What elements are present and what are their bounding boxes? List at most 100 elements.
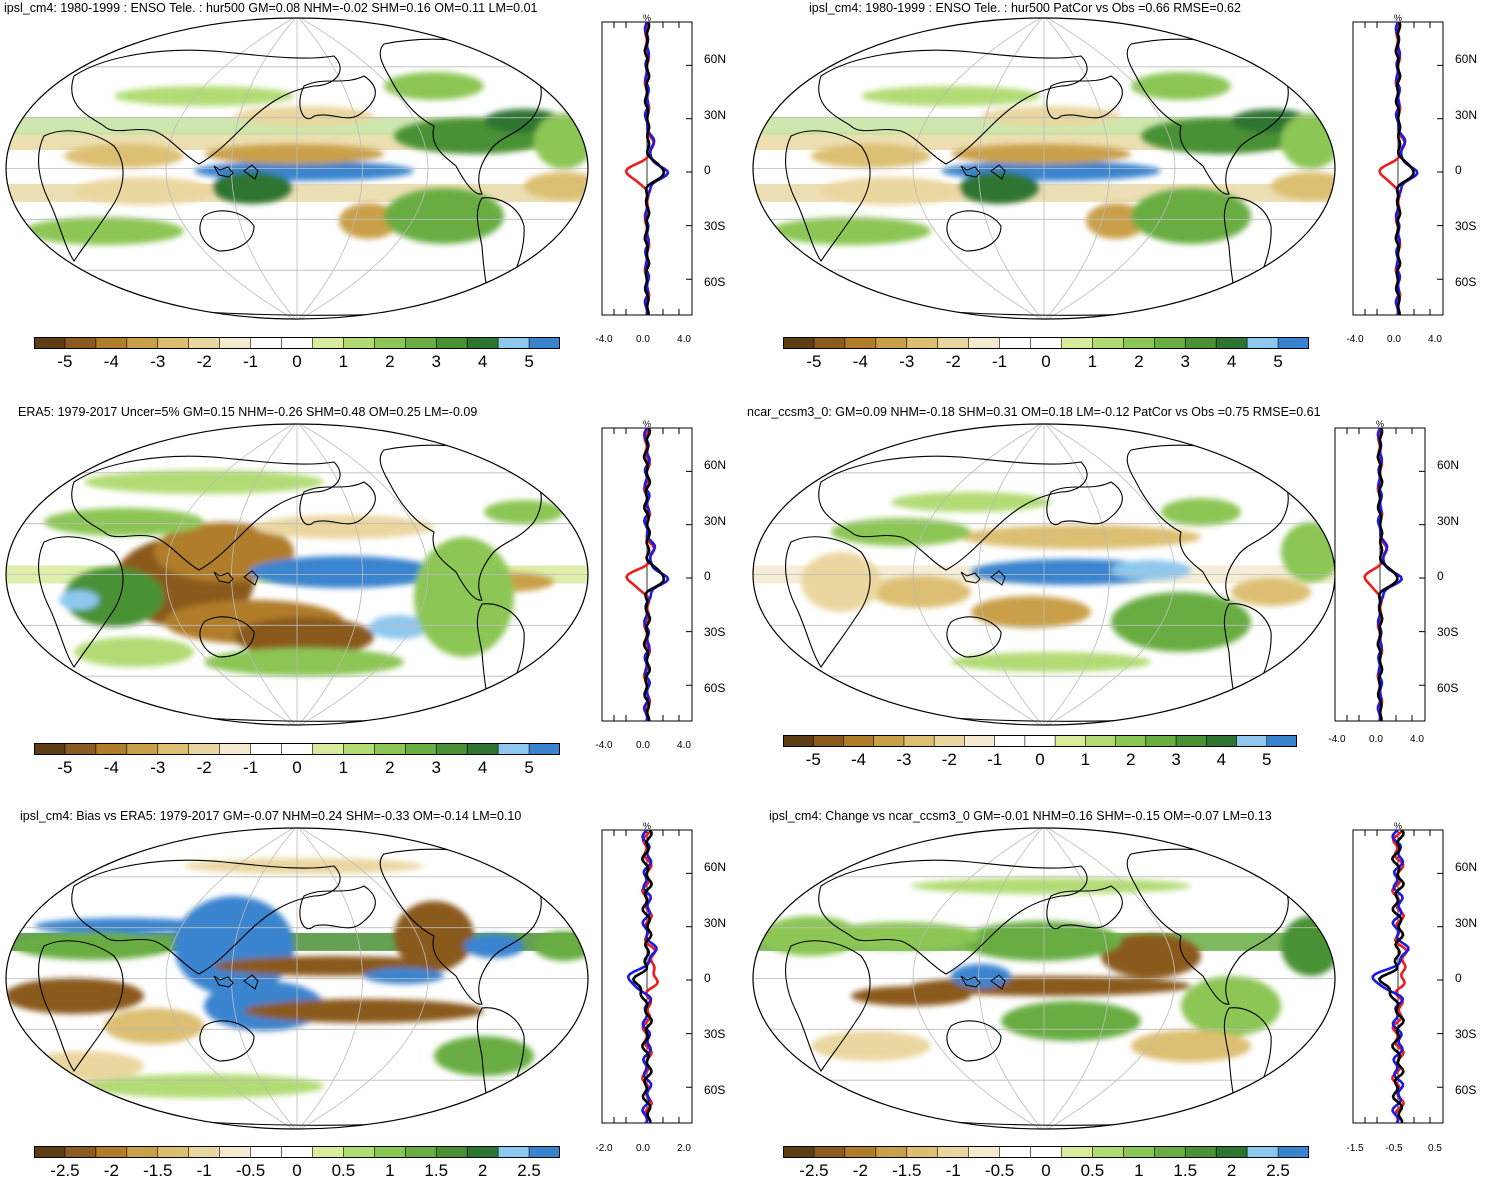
latitude-label: 30S — [1455, 1026, 1477, 1041]
anomaly-region — [961, 921, 1121, 961]
colorbar-swatch — [95, 337, 128, 349]
anomaly-region — [951, 964, 1011, 988]
coastline — [243, 974, 259, 990]
colorbar-swatch — [875, 337, 908, 349]
colorbar-swatch — [64, 337, 97, 349]
graticule-lon — [296, 18, 429, 319]
profile-unit: % — [1376, 420, 1384, 429]
colorbar-label: 0 — [292, 758, 302, 777]
profile-x-tick: 4.0 — [677, 740, 691, 751]
colorbar-swatch — [1123, 1146, 1155, 1158]
colorbar-label: -2 — [103, 1161, 119, 1180]
colorbar-swatch — [34, 1146, 66, 1158]
colorbar-swatch — [813, 337, 846, 349]
colorbar-swatch — [312, 1146, 344, 1158]
colorbar-swatch — [405, 1146, 437, 1158]
colorbar-swatch — [783, 337, 815, 349]
colorbar-labels: -5 -4 -3 -2 -1 0 1 2 3 4 5 — [34, 758, 560, 780]
coastline — [199, 616, 255, 658]
coastline — [818, 455, 1088, 571]
colorbar-label: -1 — [243, 758, 259, 777]
colorbar-swatch — [188, 743, 220, 755]
anomaly-region — [771, 217, 931, 245]
colorbar-swatch — [157, 1146, 190, 1158]
colorbar-label: 0 — [292, 1161, 302, 1180]
anomaly-region — [1086, 203, 1146, 239]
anomaly-region — [234, 617, 374, 657]
map-outline — [752, 827, 1336, 1130]
latitude-label: 60S — [1455, 274, 1477, 289]
profile-x-tick: -4.0 — [1328, 734, 1346, 745]
world-map — [752, 423, 1336, 726]
colorbar — [783, 337, 1309, 349]
colorbar-swatch — [783, 735, 814, 747]
colorbar-swatch — [374, 1146, 406, 1158]
anomaly-region — [851, 986, 971, 1006]
colorbar-swatch — [1206, 735, 1237, 747]
colorbar-label: 1.5 — [424, 1161, 449, 1180]
zonal-mean-profile: % — [601, 420, 693, 722]
colorbar — [783, 1146, 1309, 1158]
colorbar-label: 5 — [524, 352, 534, 371]
colorbar-label: 3 — [1171, 750, 1181, 769]
profile-unit: % — [1394, 14, 1402, 23]
coastline — [243, 164, 259, 180]
panel-title: ipsl_cm4: 1980-1999 : ENSO Tele. : hur50… — [809, 1, 1241, 15]
colorbar-swatch — [1092, 1146, 1124, 1158]
profile-x-ticks: -1.5 -0.5 0.5 — [1343, 1143, 1453, 1157]
anomaly-region — [971, 596, 1091, 628]
colorbar-swatch — [906, 337, 939, 349]
coastline — [38, 940, 124, 1072]
colorbar-swatch — [498, 337, 530, 349]
colorbar-swatch — [813, 735, 844, 747]
colorbar-label: -4 — [103, 352, 119, 371]
world-map — [752, 17, 1336, 320]
colorbar-swatch — [95, 743, 128, 755]
coastline — [38, 536, 124, 668]
colorbar-swatch — [95, 1146, 128, 1158]
colorbar-swatch — [64, 1146, 97, 1158]
colorbar-swatch — [964, 735, 995, 747]
anomaly-region — [1161, 498, 1241, 526]
latitude-label: 60S — [1437, 680, 1459, 695]
coastline — [71, 455, 341, 571]
colorbar-swatch — [994, 735, 1026, 747]
latitude-label: 60N — [1437, 458, 1460, 473]
colorbar-swatch — [34, 337, 66, 349]
anomaly-region — [464, 934, 524, 958]
colorbar-label: -2 — [945, 352, 961, 371]
colorbar-label: -4 — [103, 758, 119, 777]
latitude-label: 60N — [704, 458, 727, 473]
profile-unit: % — [643, 420, 651, 429]
colorbar-swatch — [436, 337, 468, 349]
colorbar-label: 1 — [338, 352, 349, 371]
latitude-label: 60N — [1455, 860, 1478, 875]
latitude-labels: 60N 30N 0 30S 60S — [704, 14, 740, 319]
colorbar-swatch — [937, 337, 969, 349]
colorbar-swatch — [843, 735, 875, 747]
anomaly-region — [24, 217, 184, 245]
colorbar-swatch — [312, 337, 344, 349]
panel-title: ipsl_cm4: Bias vs ERA5: 1979-2017 GM=-0.… — [20, 809, 522, 823]
anomaly-region — [254, 515, 434, 539]
zonal-mean-profile: % — [601, 822, 693, 1124]
panel-bias: ipsl_cm4: Bias vs ERA5: 1979-2017 GM=-0.… — [0, 806, 740, 1181]
colorbar-label: 2 — [477, 1161, 488, 1180]
anomaly-region — [369, 615, 429, 639]
zonal-mean-profile: % — [1352, 822, 1444, 1124]
colorbar-swatch — [281, 743, 313, 755]
colorbar-swatch — [157, 743, 190, 755]
colorbar-label: 0 — [1041, 352, 1051, 371]
colorbar-swatch — [968, 337, 1000, 349]
map-outline — [5, 827, 589, 1130]
colorbar-label: 0.5 — [331, 1161, 356, 1180]
colorbar-swatch — [1185, 337, 1217, 349]
colorbar-swatch — [436, 743, 468, 755]
anomaly-region — [364, 968, 444, 984]
profile-x-tick: 0.5 — [1428, 1143, 1442, 1154]
anomaly-region — [821, 177, 961, 205]
map-outline — [752, 17, 1336, 320]
anomaly-region — [414, 537, 514, 657]
colorbar-swatch — [1115, 735, 1147, 747]
anomaly-region — [14, 932, 174, 960]
